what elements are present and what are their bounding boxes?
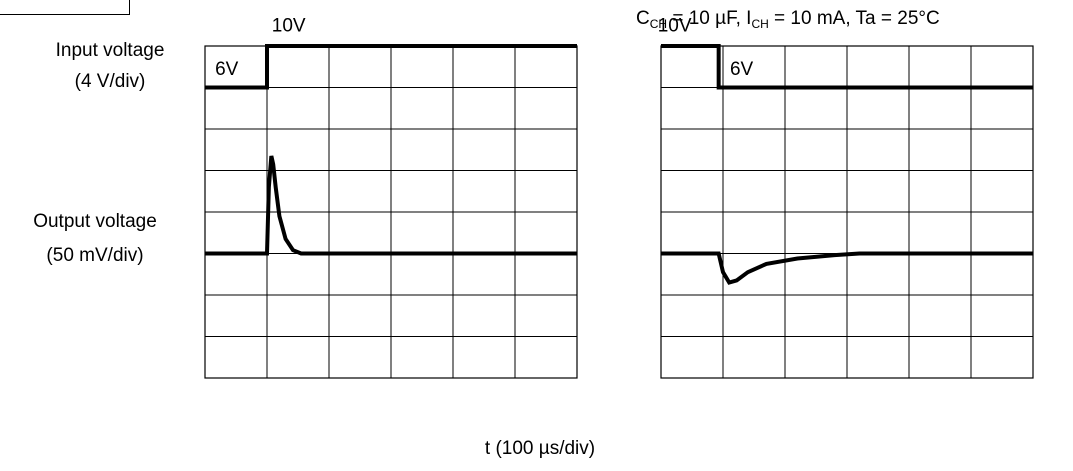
left-step-label: 10V — [272, 15, 306, 36]
input-scale-label: (4 V/div) — [74, 71, 146, 92]
right-step-label: 6V — [730, 59, 754, 80]
corner-box — [0, 0, 130, 15]
right-output-trace — [661, 251, 1033, 285]
output-voltage-label: Output voltage — [33, 211, 157, 232]
input-voltage-label: Input voltage — [55, 40, 165, 61]
right-input-trace — [661, 44, 1033, 90]
right-panel-border — [660, 45, 1034, 379]
x-axis-label: t (100 µs/div) — [484, 438, 596, 459]
left-step-label: 6V — [215, 59, 239, 80]
output-scale-label: (50 mV/div) — [46, 245, 144, 266]
left-input-trace — [205, 44, 577, 90]
left-output-trace — [205, 155, 577, 256]
right-step-label: 10V — [658, 15, 692, 36]
conditions-label: CCH = 10 µF, ICH = 10 mA, Ta = 25°C — [636, 8, 940, 31]
